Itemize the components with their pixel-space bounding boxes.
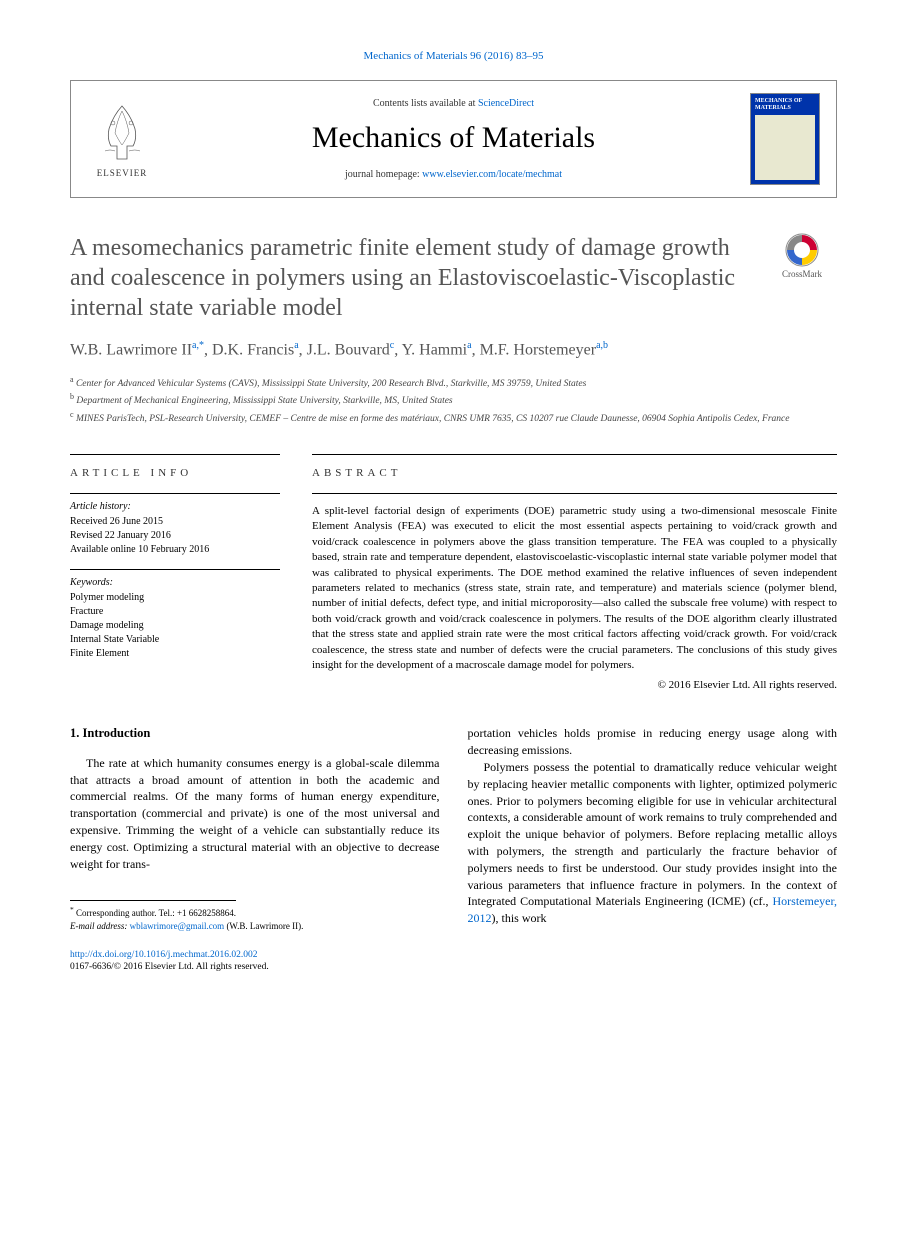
affiliation-c: c MINES ParisTech, PSL-Research Universi… — [70, 409, 837, 426]
journal-cover-thumb: MECHANICS OF MATERIALS — [750, 93, 820, 185]
history-heading: Article history: — [70, 500, 280, 514]
title-row: A mesomechanics parametric finite elemen… — [70, 233, 837, 323]
doi-link[interactable]: http://dx.doi.org/10.1016/j.mechmat.2016… — [70, 950, 257, 960]
elsevier-label: ELSEVIER — [97, 168, 148, 178]
masthead: ELSEVIER Contents lists available at Sci… — [70, 80, 837, 198]
abstract-copyright: © 2016 Elsevier Ltd. All rights reserved… — [312, 679, 837, 691]
issn-copyright: 0167-6636/© 2016 Elsevier Ltd. All right… — [70, 961, 837, 974]
email-label: E-mail address: — [70, 921, 130, 931]
body-columns: 1. Introduction The rate at which humani… — [70, 725, 837, 932]
homepage-line: journal homepage: www.elsevier.com/locat… — [157, 169, 750, 180]
keyword: Finite Element — [70, 647, 280, 661]
body-text: Polymers possess the potential to dramat… — [468, 760, 838, 908]
history-online: Available online 10 February 2016 — [70, 543, 280, 557]
keywords-heading: Keywords: — [70, 576, 280, 590]
info-abstract-row: ARTICLE INFO Article history: Received 2… — [70, 454, 837, 691]
history-revised: Revised 22 January 2016 — [70, 529, 280, 543]
email-suffix: (W.B. Lawrimore II). — [224, 921, 303, 931]
body-col-right: portation vehicles holds promise in redu… — [468, 725, 838, 932]
keyword: Internal State Variable — [70, 633, 280, 647]
keyword: Damage modeling — [70, 619, 280, 633]
body-paragraph: Polymers possess the potential to dramat… — [468, 759, 838, 927]
email-line: E-mail address: wblawrimore@gmail.com (W… — [70, 920, 440, 933]
affiliation-b: b Department of Mechanical Engineering, … — [70, 391, 837, 408]
article-info-header: ARTICLE INFO — [70, 454, 280, 479]
page-footer: http://dx.doi.org/10.1016/j.mechmat.2016… — [70, 949, 837, 975]
keyword: Polymer modeling — [70, 591, 280, 605]
body-paragraph: The rate at which humanity consumes ener… — [70, 755, 440, 873]
keyword: Fracture — [70, 605, 280, 619]
homepage-link[interactable]: www.elsevier.com/locate/mechmat — [422, 169, 562, 180]
footnote-separator — [70, 900, 236, 901]
footnotes: * Corresponding author. Tel.: +1 6628258… — [70, 905, 440, 932]
sciencedirect-link[interactable]: ScienceDirect — [478, 98, 534, 109]
article-info: ARTICLE INFO Article history: Received 2… — [70, 454, 280, 691]
article-history: Article history: Received 26 June 2015 R… — [70, 493, 280, 557]
email-link[interactable]: wblawrimore@gmail.com — [130, 921, 225, 931]
page: Mechanics of Materials 96 (2016) 83–95 E… — [0, 0, 907, 1014]
contents-line: Contents lists available at ScienceDirec… — [157, 98, 750, 109]
body-text: ), this work — [492, 911, 547, 925]
section-heading: 1. Introduction — [70, 725, 440, 743]
crossmark-label: CrossMark — [782, 269, 822, 279]
elsevier-logo: ELSEVIER — [87, 94, 157, 184]
affiliations: a Center for Advanced Vehicular Systems … — [70, 374, 837, 426]
body-paragraph: portation vehicles holds promise in redu… — [468, 725, 838, 759]
abstract-text: A split-level factorial design of experi… — [312, 493, 837, 673]
keywords-block: Keywords: Polymer modeling Fracture Dama… — [70, 569, 280, 661]
header-citation: Mechanics of Materials 96 (2016) 83–95 — [70, 50, 837, 62]
elsevier-tree-icon — [95, 101, 150, 166]
cover-thumb-body — [755, 115, 815, 180]
body-col-left: 1. Introduction The rate at which humani… — [70, 725, 440, 932]
crossmark-badge[interactable]: CrossMark — [767, 233, 837, 279]
masthead-center: Contents lists available at ScienceDirec… — [157, 98, 750, 180]
abstract-column: ABSTRACT A split-level factorial design … — [312, 454, 837, 691]
corresponding-author: * Corresponding author. Tel.: +1 6628258… — [70, 905, 440, 920]
history-received: Received 26 June 2015 — [70, 515, 280, 529]
authors: W.B. Lawrimore IIa,*, D.K. Francisa, J.L… — [70, 339, 837, 362]
affiliation-a: a Center for Advanced Vehicular Systems … — [70, 374, 837, 391]
article-title: A mesomechanics parametric finite elemen… — [70, 233, 767, 323]
cover-thumb-title: MECHANICS OF MATERIALS — [755, 98, 815, 111]
journal-name: Mechanics of Materials — [157, 121, 750, 155]
abstract-header: ABSTRACT — [312, 454, 837, 479]
crossmark-icon — [785, 233, 819, 267]
contents-prefix: Contents lists available at — [373, 98, 478, 109]
homepage-prefix: journal homepage: — [345, 169, 422, 180]
